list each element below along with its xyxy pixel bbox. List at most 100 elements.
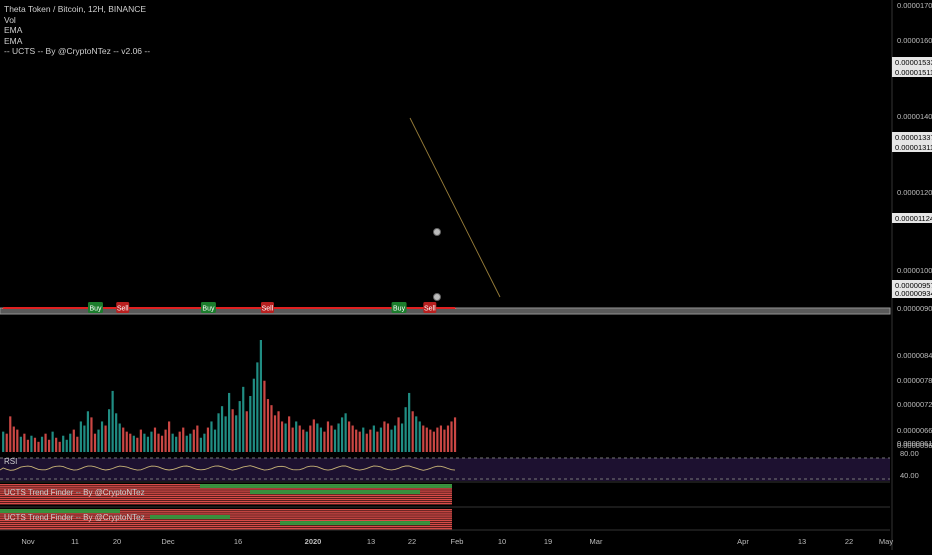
trend-stripe bbox=[0, 502, 452, 505]
volume-bar bbox=[129, 433, 132, 452]
volume-bar bbox=[418, 421, 421, 452]
volume-bar bbox=[432, 431, 435, 452]
volume-bar bbox=[37, 441, 40, 452]
price-label-box bbox=[892, 213, 932, 223]
volume-bar bbox=[446, 425, 450, 452]
volume-bar bbox=[288, 416, 291, 452]
x-axis-tick-label: Apr bbox=[737, 537, 749, 546]
volume-bar bbox=[252, 378, 255, 452]
legend-volume: Vol bbox=[4, 14, 16, 25]
volume-bar bbox=[115, 413, 118, 452]
trend-stripe-green bbox=[280, 521, 430, 525]
volume-bar bbox=[26, 439, 30, 452]
buy-signal-badge bbox=[200, 302, 216, 313]
volume-bar bbox=[157, 433, 160, 452]
trend-stripe bbox=[0, 488, 452, 490]
volume-bar bbox=[365, 433, 368, 452]
volume-bar bbox=[235, 415, 238, 452]
volume-bar bbox=[228, 392, 231, 452]
volume-bar bbox=[93, 433, 97, 452]
volume-bar bbox=[358, 431, 361, 452]
volume-bar bbox=[199, 437, 202, 452]
volume-bar bbox=[309, 425, 312, 452]
volume-bar bbox=[185, 435, 188, 452]
volume-bar bbox=[305, 431, 308, 452]
rsi-band bbox=[0, 458, 890, 481]
sell-signal-label: Sell bbox=[262, 306, 274, 313]
price-label-box bbox=[892, 67, 932, 77]
x-axis-tick-label: 2020 bbox=[305, 537, 322, 546]
volume-bar bbox=[192, 429, 195, 452]
sell-signal-label: Sell bbox=[424, 306, 436, 313]
volume-bar bbox=[425, 427, 428, 452]
x-axis-tick-label: 20 bbox=[113, 537, 121, 546]
x-axis-tick-label: Dec bbox=[161, 537, 175, 546]
volume-bar bbox=[30, 435, 33, 452]
volume-bar bbox=[295, 421, 298, 452]
trend-stripe bbox=[0, 496, 452, 499]
volume-bar bbox=[2, 431, 5, 452]
volume-bar bbox=[171, 433, 174, 452]
volume-bar bbox=[376, 431, 379, 452]
price-label-text: 0.00001311 bbox=[895, 143, 932, 152]
volume-bar bbox=[369, 429, 372, 452]
volume-bar bbox=[33, 437, 37, 452]
volume-bar bbox=[143, 433, 146, 452]
volume-bar bbox=[72, 429, 75, 452]
rsi-pane-label: RSI bbox=[4, 457, 18, 466]
legend-ucts: -- UCTS -- By @CryptoNTez -- v2.06 -- bbox=[4, 46, 151, 56]
trend-stripe bbox=[0, 490, 452, 492]
buy-signal-label: Buy bbox=[89, 306, 102, 313]
buy-signal-badge bbox=[87, 302, 103, 313]
volume-bar bbox=[220, 406, 224, 452]
price-label-box bbox=[892, 57, 932, 67]
volume-bar bbox=[291, 427, 294, 452]
volume-bar bbox=[436, 427, 439, 452]
volume-bar bbox=[312, 419, 315, 452]
price-label-text: 0.00000957 bbox=[895, 281, 932, 290]
volume-bar bbox=[277, 411, 280, 452]
volume-bar bbox=[355, 429, 358, 452]
volume-bar bbox=[210, 421, 213, 452]
volume-bar bbox=[83, 425, 86, 452]
volume-bar bbox=[206, 427, 210, 452]
volume-bar bbox=[40, 436, 44, 452]
volume-bar bbox=[23, 433, 26, 452]
volume-bar bbox=[16, 429, 19, 452]
volume-bar bbox=[439, 425, 443, 452]
volume-bar bbox=[160, 435, 164, 452]
trend-pane-2-label: UCTS Trend Finder -- By @CryptoNTez bbox=[4, 513, 145, 522]
volume-bar bbox=[422, 425, 425, 452]
volume-bar bbox=[249, 396, 252, 452]
trend-stripe bbox=[0, 525, 452, 528]
volume-bar bbox=[379, 427, 383, 452]
x-axis-tick-label: Mar bbox=[590, 537, 603, 546]
volume-bar bbox=[231, 409, 234, 452]
trend-stripe-green bbox=[150, 515, 230, 519]
volume-bar bbox=[100, 421, 104, 452]
volume-bar bbox=[108, 409, 111, 452]
volume-bar bbox=[284, 423, 287, 452]
volume-bar bbox=[65, 439, 68, 452]
alarm-clock-icon bbox=[433, 293, 441, 301]
buy-signal-label: Buy bbox=[202, 306, 215, 313]
x-axis-tick-label: 13 bbox=[798, 537, 806, 546]
volume-bar bbox=[51, 431, 54, 452]
price-label-box bbox=[892, 280, 932, 290]
price-label-text: 0.00001337 bbox=[895, 133, 932, 142]
volume-bar bbox=[259, 340, 262, 452]
volume-bar bbox=[333, 429, 337, 452]
sell-signal-label: Sell bbox=[117, 306, 129, 313]
trend-pane-1-label: UCTS Trend Finder -- By @CryptoNTez bbox=[4, 488, 145, 497]
trend-stripe-green bbox=[200, 484, 452, 488]
volume-bar bbox=[132, 435, 135, 452]
price-label-box bbox=[892, 288, 932, 298]
volume-bar bbox=[340, 417, 344, 452]
x-axis-tick-label: 19 bbox=[544, 537, 552, 546]
trend-stripe bbox=[0, 509, 452, 511]
